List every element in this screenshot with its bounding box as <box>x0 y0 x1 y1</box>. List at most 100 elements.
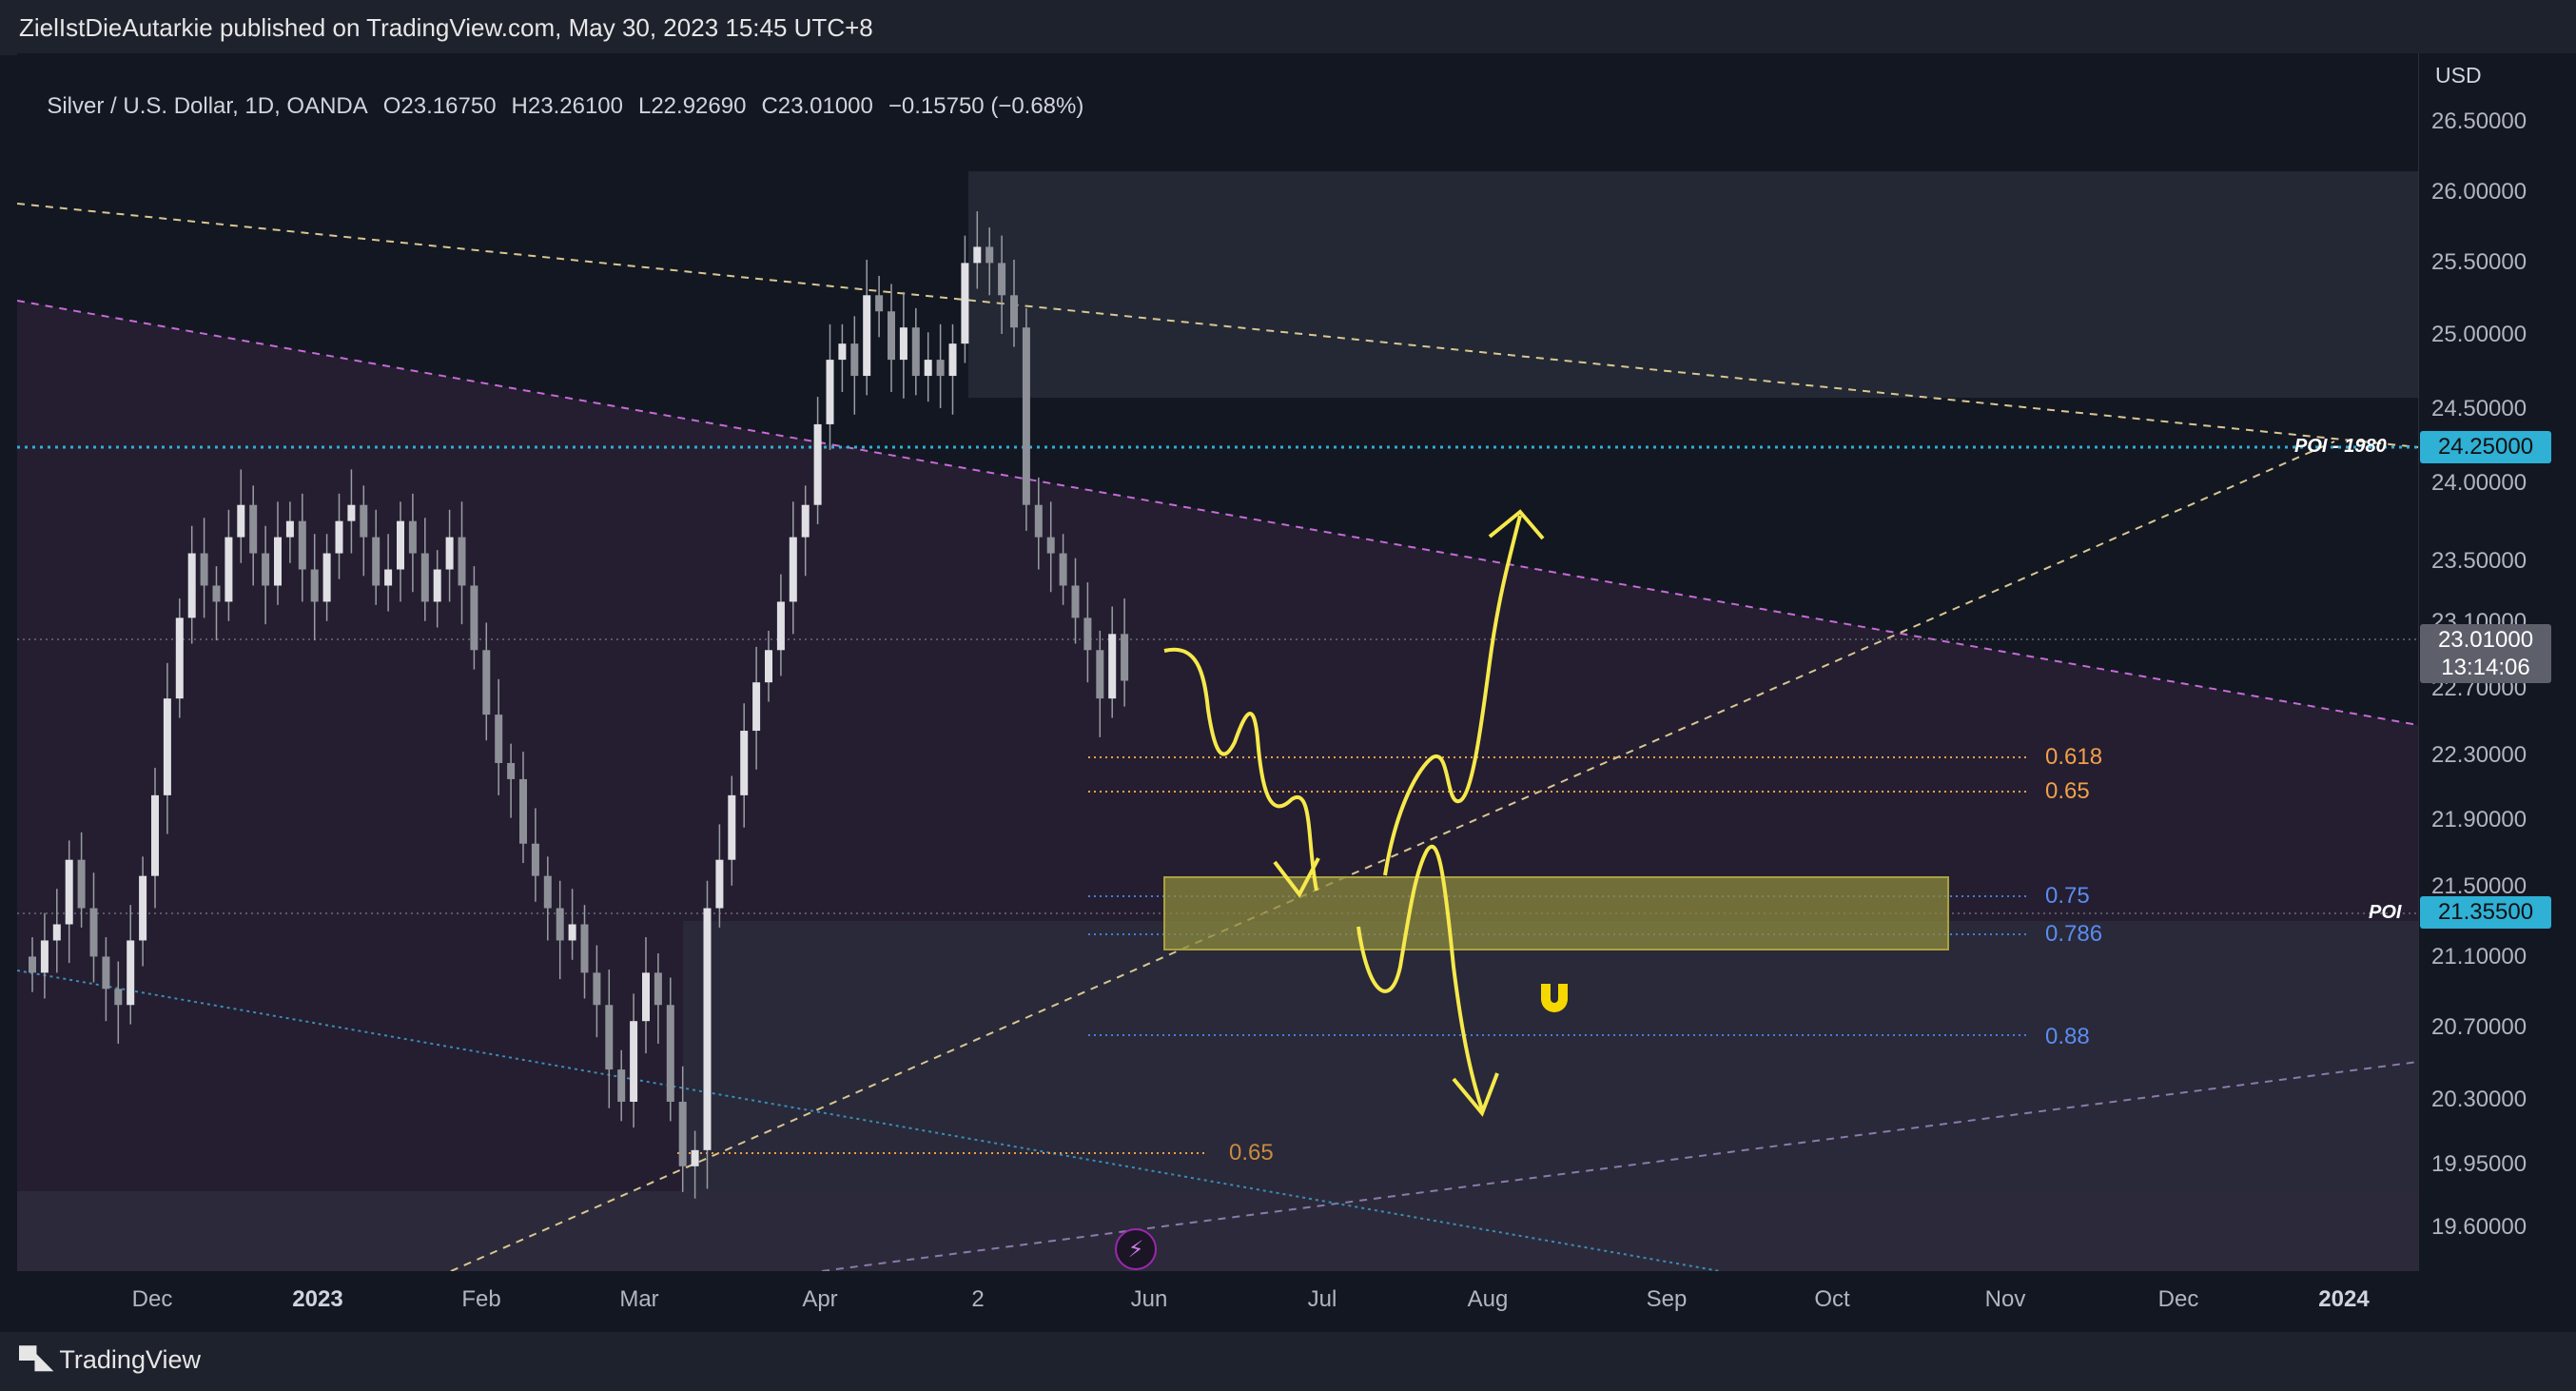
brand-name: TradingView <box>59 1345 202 1374</box>
candle-body <box>1022 327 1030 505</box>
candle-body <box>507 762 516 779</box>
candlestick-series <box>29 211 1129 1199</box>
candle-body <box>728 794 736 860</box>
magnet-icon[interactable] <box>1535 978 1573 1016</box>
time-tick: Jul <box>1307 1286 1337 1312</box>
candle-body <box>52 924 61 941</box>
upper-trendline-tan <box>17 203 2418 448</box>
candle-body <box>605 1005 614 1070</box>
price-tick: 19.95000 <box>2431 1151 2527 1177</box>
price-tick: 24.00000 <box>2431 470 2527 496</box>
price-tick: 21.10000 <box>2431 944 2527 970</box>
candle-body <box>666 1005 674 1102</box>
fib-label-0618: 0.618 <box>2045 744 2103 770</box>
candle-body <box>568 924 576 941</box>
price-tick: 24.50000 <box>2431 396 2527 421</box>
candle-body <box>187 553 196 618</box>
bottom-zone-band <box>17 1191 2418 1271</box>
poi-1980-label[interactable]: POI - 1980 <box>2294 436 2387 457</box>
candle-body <box>617 1069 626 1102</box>
time-tick: Nov <box>1984 1286 2026 1312</box>
candle-body <box>863 295 871 377</box>
poi-label[interactable]: POI <box>2369 902 2402 923</box>
candle-body <box>420 553 429 602</box>
candle-body <box>224 537 233 602</box>
price-tick: 21.90000 <box>2431 807 2527 833</box>
forecast-path-wave <box>1356 844 1484 1110</box>
candle-body <box>347 504 356 521</box>
supply-zone-box <box>968 171 2418 398</box>
symbol-legend[interactable]: Silver / U.S. Dollar, 1D, OANDA O23.16750… <box>34 67 1099 120</box>
candle-body <box>40 940 49 973</box>
top-bar <box>0 0 2576 55</box>
candle-body <box>433 569 441 602</box>
candle-body <box>936 360 945 377</box>
candle-body <box>813 423 822 505</box>
ohlc-low: L22.92690 <box>637 93 747 119</box>
purple-resistance-trendline <box>17 300 2418 726</box>
candle-body <box>838 343 847 361</box>
candle-body <box>445 537 454 570</box>
fib-label-065-lower: 0.65 <box>1229 1140 1274 1166</box>
candle-body <box>973 246 982 264</box>
candle-body <box>1046 537 1055 554</box>
candle-body <box>310 569 319 602</box>
candle-body <box>948 343 957 377</box>
candle-body <box>789 537 797 602</box>
price-tick: 19.60000 <box>2431 1214 2527 1240</box>
candle-body <box>1071 585 1080 618</box>
forecast-arrowhead-up <box>1488 509 1545 540</box>
last-price-value: 23.01000 <box>2437 627 2534 653</box>
time-tick: 2 <box>971 1286 985 1312</box>
poi-1980-price-tag[interactable]: 24.25000 <box>2420 431 2551 463</box>
candle-body <box>397 520 404 570</box>
price-tick: 23.50000 <box>2431 548 2527 574</box>
candle-body <box>752 682 761 732</box>
candle-body <box>678 1101 687 1166</box>
price-tick: 26.00000 <box>2431 179 2527 205</box>
price-tick: 21.50000 <box>2431 873 2527 899</box>
price-chart[interactable] <box>17 53 2418 1271</box>
candle-body <box>556 908 564 941</box>
tradingview-logo[interactable]: ▀◣ TradingView <box>19 1345 201 1375</box>
candle-body <box>102 956 110 989</box>
price-tick: 20.70000 <box>2431 1014 2527 1040</box>
candle-body <box>593 972 601 1006</box>
candle-body <box>765 650 772 683</box>
last-price-tag[interactable]: 23.01000 13:14:06 <box>2420 624 2551 683</box>
price-tick: 26.50000 <box>2431 108 2527 134</box>
ohlc-open: O23.16750 <box>382 93 497 119</box>
lightning-icon[interactable]: ⚡ <box>1115 1228 1157 1270</box>
forecast-path-up <box>1383 515 1522 876</box>
time-tick: Mar <box>619 1286 659 1312</box>
candle-body <box>642 972 650 1022</box>
candle-body <box>630 1021 638 1102</box>
candle-body <box>1108 634 1117 699</box>
candle-body <box>691 1149 699 1166</box>
fib-label-0786: 0.786 <box>2045 921 2103 947</box>
candle-body <box>519 778 527 844</box>
candle-body <box>249 504 258 554</box>
candle-body <box>998 263 1006 296</box>
ohlc-close: C23.01000 <box>761 93 873 119</box>
time-tick: 2024 <box>2318 1286 2370 1312</box>
candle-body <box>875 295 884 312</box>
chart-area[interactable] <box>17 53 2418 1271</box>
symbol-name[interactable]: Silver / U.S. Dollar, 1D, OANDA <box>47 93 368 119</box>
candle-body <box>151 794 159 876</box>
candle-body <box>458 537 466 586</box>
candle-body <box>89 908 98 957</box>
candle-body <box>482 650 491 715</box>
candle-body <box>1083 617 1092 651</box>
currency-label[interactable]: USD <box>2435 63 2482 88</box>
candle-body <box>127 940 135 1006</box>
demand-zone-box <box>683 921 2418 1225</box>
candle-body <box>654 972 662 1006</box>
time-tick: Sep <box>1646 1286 1688 1312</box>
publisher-line: ZielIstDieAutarkie published on TradingV… <box>19 13 873 42</box>
price-tick: 22.30000 <box>2431 742 2527 768</box>
poi-price-tag[interactable]: 21.35500 <box>2420 896 2551 929</box>
candle-body <box>175 617 184 699</box>
time-tick: Dec <box>2157 1286 2199 1312</box>
price-change: −0.15750 (−0.68%) <box>888 93 1084 119</box>
